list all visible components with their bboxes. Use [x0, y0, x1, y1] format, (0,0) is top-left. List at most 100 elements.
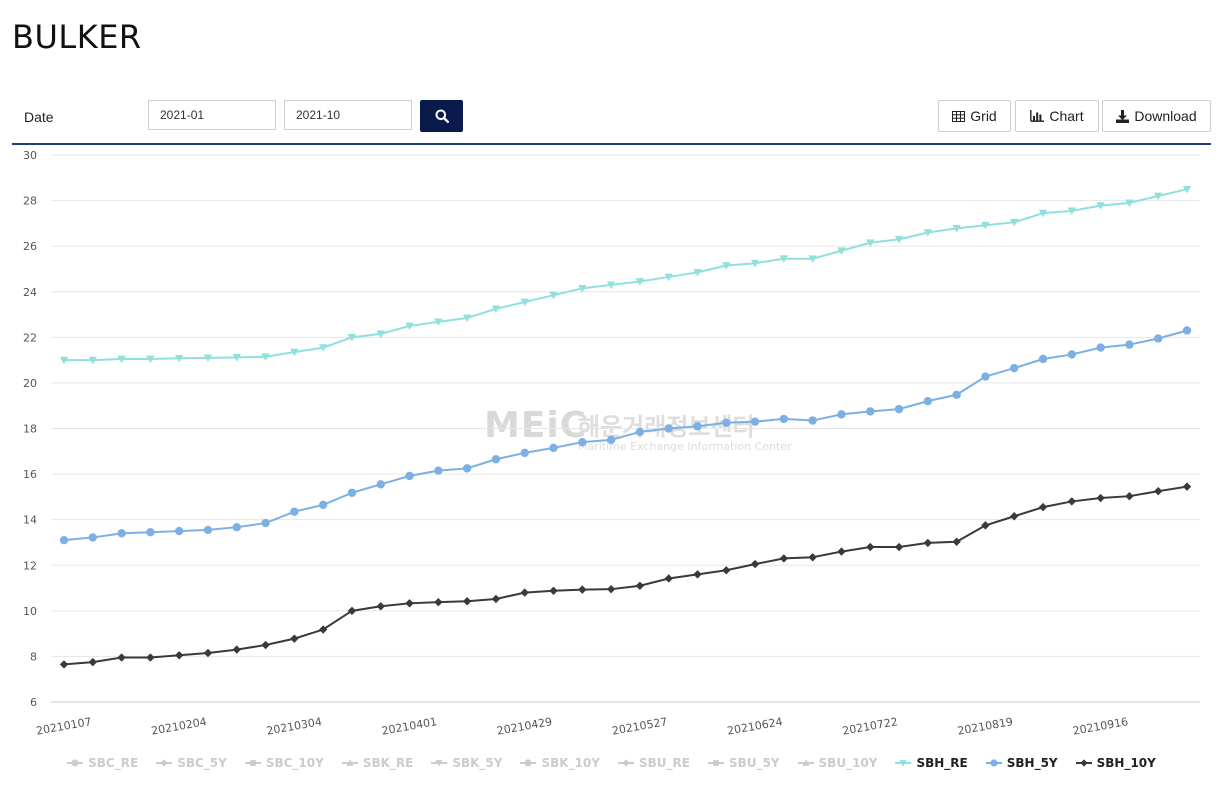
data-point[interactable] — [779, 554, 789, 563]
data-point[interactable] — [837, 410, 846, 419]
legend-item-sbh-5y[interactable]: SBH_5Y — [985, 756, 1058, 770]
data-point[interactable] — [635, 278, 645, 286]
data-point[interactable] — [462, 314, 472, 323]
data-point[interactable] — [981, 521, 990, 530]
data-point[interactable] — [1067, 497, 1077, 506]
data-point[interactable] — [635, 427, 645, 437]
legend-item-sbc-5y[interactable]: SBC_5Y — [156, 756, 227, 770]
data-point[interactable] — [146, 528, 155, 537]
data-point[interactable] — [1067, 350, 1077, 359]
data-point[interactable] — [952, 537, 961, 546]
data-point[interactable] — [866, 239, 875, 247]
data-point[interactable] — [808, 416, 817, 425]
data-point[interactable] — [59, 356, 69, 365]
data-point[interactable] — [1125, 199, 1134, 208]
data-point[interactable] — [1038, 502, 1048, 512]
data-point[interactable] — [146, 355, 155, 364]
data-point[interactable] — [376, 602, 385, 611]
data-point[interactable] — [779, 255, 789, 263]
data-point[interactable] — [1096, 493, 1105, 503]
data-point[interactable] — [405, 322, 414, 331]
data-point[interactable] — [59, 660, 69, 669]
data-point[interactable] — [318, 344, 328, 352]
data-point[interactable] — [1182, 326, 1192, 335]
data-point[interactable] — [549, 443, 558, 453]
data-point[interactable] — [693, 269, 702, 277]
data-point[interactable] — [261, 353, 270, 361]
data-point[interactable] — [376, 330, 385, 339]
data-point[interactable] — [88, 657, 97, 667]
data-point[interactable] — [261, 640, 270, 650]
data-point[interactable] — [174, 651, 184, 660]
data-point[interactable] — [290, 634, 299, 643]
data-point[interactable] — [722, 418, 731, 428]
data-point[interactable] — [232, 354, 241, 362]
data-point[interactable] — [232, 645, 241, 654]
data-point[interactable] — [232, 522, 241, 532]
data-point[interactable] — [837, 547, 846, 556]
legend-item-sbc-re[interactable]: SBC_RE — [67, 756, 138, 770]
data-point[interactable] — [347, 333, 357, 342]
data-point[interactable] — [693, 422, 702, 431]
start-date-input[interactable] — [148, 100, 276, 130]
data-point[interactable] — [203, 525, 213, 535]
legend-item-sbh-10y[interactable]: SBH_10Y — [1075, 756, 1156, 770]
data-point[interactable] — [520, 588, 529, 597]
data-point[interactable] — [952, 225, 961, 233]
data-point[interactable] — [347, 488, 357, 497]
data-point[interactable] — [290, 348, 299, 357]
data-point[interactable] — [981, 221, 990, 230]
data-point[interactable] — [1010, 363, 1019, 373]
data-point[interactable] — [578, 284, 587, 293]
data-point[interactable] — [1154, 486, 1163, 496]
data-point[interactable] — [750, 259, 760, 268]
data-point[interactable] — [923, 229, 933, 237]
data-point[interactable] — [549, 291, 558, 300]
data-point[interactable] — [923, 396, 933, 406]
legend-item-sbk-10y[interactable]: SBK_10Y — [520, 756, 600, 770]
data-point[interactable] — [117, 653, 126, 662]
data-point[interactable] — [405, 599, 414, 608]
data-point[interactable] — [750, 559, 760, 569]
grid-view-button[interactable]: Grid — [938, 100, 1011, 132]
data-point[interactable] — [635, 581, 645, 590]
legend-item-sbh-re[interactable]: SBH_RE — [895, 756, 968, 770]
data-point[interactable] — [1154, 192, 1163, 201]
data-point[interactable] — [1010, 218, 1019, 227]
download-button[interactable]: Download — [1102, 100, 1211, 132]
data-point[interactable] — [779, 414, 789, 424]
data-point[interactable] — [1096, 343, 1105, 352]
data-point[interactable] — [434, 466, 443, 475]
data-point[interactable] — [174, 354, 184, 363]
end-date-input[interactable] — [284, 100, 412, 130]
data-point[interactable] — [1067, 207, 1077, 216]
data-point[interactable] — [491, 594, 501, 604]
data-point[interactable] — [808, 553, 817, 562]
legend-item-sbu-10y[interactable]: SBU_10Y — [797, 756, 877, 770]
data-point[interactable] — [1125, 491, 1134, 501]
data-point[interactable] — [117, 529, 126, 538]
data-point[interactable] — [664, 273, 673, 282]
data-point[interactable] — [808, 255, 817, 263]
data-point[interactable] — [952, 390, 961, 399]
data-point[interactable] — [434, 597, 443, 607]
data-point[interactable] — [866, 407, 875, 416]
legend-item-sbk-5y[interactable]: SBK_5Y — [431, 756, 502, 770]
data-point[interactable] — [174, 526, 184, 536]
data-point[interactable] — [750, 417, 760, 426]
data-point[interactable] — [491, 455, 501, 464]
chart-view-button[interactable]: Chart — [1015, 100, 1099, 132]
data-point[interactable] — [117, 355, 126, 364]
data-point[interactable] — [1182, 482, 1192, 491]
data-point[interactable] — [981, 372, 990, 381]
data-point[interactable] — [606, 281, 616, 290]
data-point[interactable] — [693, 570, 702, 579]
legend-item-sbu-5y[interactable]: SBU_5Y — [707, 756, 780, 770]
data-point[interactable] — [894, 235, 904, 244]
data-point[interactable] — [405, 471, 414, 481]
data-point[interactable] — [722, 566, 731, 575]
legend-item-sbk-re[interactable]: SBK_RE — [341, 756, 413, 770]
data-point[interactable] — [462, 597, 472, 606]
data-point[interactable] — [578, 437, 587, 447]
data-point[interactable] — [837, 247, 846, 255]
